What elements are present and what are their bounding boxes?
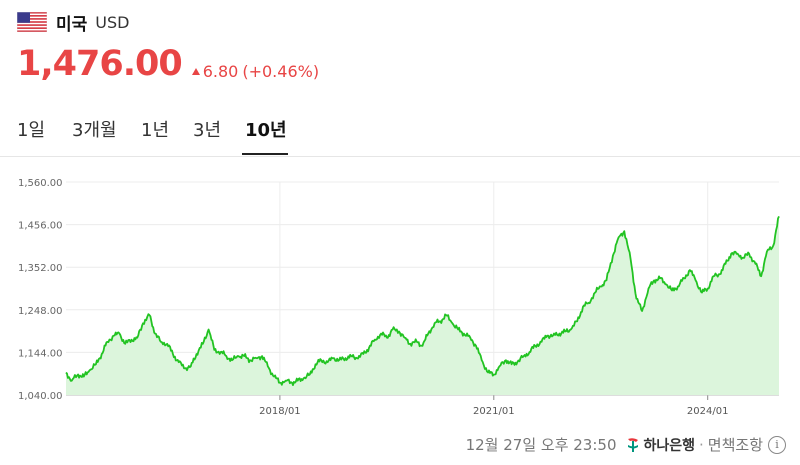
- y-tick-label: 1,352.00: [18, 263, 63, 274]
- current-price: 1,476.00: [17, 44, 183, 84]
- up-arrow-icon: [191, 68, 200, 75]
- y-tick-label: 1,456.00: [18, 221, 63, 232]
- price-change: 6.80 (+0.46%): [191, 62, 320, 81]
- change-percent: (+0.46%): [242, 62, 320, 81]
- y-tick-label: 1,144.00: [18, 348, 63, 359]
- active-tab-indicator: [242, 153, 288, 155]
- y-tick-label: 1,560.00: [18, 178, 63, 189]
- tab-1year[interactable]: 1년: [141, 120, 170, 141]
- series-area-fill: [66, 216, 779, 395]
- x-tick-label: 2024/01: [687, 406, 729, 417]
- change-amount: 6.80: [202, 62, 239, 81]
- tab-10years[interactable]: 10년: [245, 120, 287, 141]
- series-line: [65, 216, 780, 386]
- x-tick-label: 2018/01: [259, 406, 301, 417]
- footer: 12월 27일 오후 23:50 하나은행 · 면책조항 i: [466, 434, 786, 455]
- update-timestamp: 12월 27일 오후 23:50: [465, 436, 617, 454]
- country-name: 미국: [56, 14, 88, 35]
- info-icon[interactable]: i: [768, 435, 786, 454]
- exchange-rate-chart[interactable]: 1,560.00 1,456.00 1,352.00 1,248.00 1,144.00…: [0, 160, 800, 425]
- bank-source: 하나은행: [626, 435, 695, 455]
- disclaimer-link[interactable]: 면책조항: [707, 436, 763, 454]
- period-tabs: 1일 3개월 1년 3년 10년: [0, 112, 800, 157]
- x-tick-label: 2021/01: [473, 406, 515, 417]
- currency-header: 미국 USD: [17, 10, 130, 35]
- tab-3months[interactable]: 3개월: [72, 120, 117, 141]
- us-flag-icon: [17, 12, 47, 32]
- y-tick-label: 1,248.00: [18, 306, 63, 317]
- tab-3years[interactable]: 3년: [193, 120, 222, 141]
- hana-bank-logo-icon: [628, 437, 639, 452]
- currency-code: USD: [95, 12, 130, 32]
- bank-name: 하나은행: [643, 437, 696, 454]
- y-tick-label: 1,040.00: [18, 391, 63, 402]
- footer-separator: ·: [699, 435, 704, 454]
- tab-1day[interactable]: 1일: [17, 120, 46, 141]
- quote-row: 1,476.00 6.80 (+0.46%): [17, 44, 319, 84]
